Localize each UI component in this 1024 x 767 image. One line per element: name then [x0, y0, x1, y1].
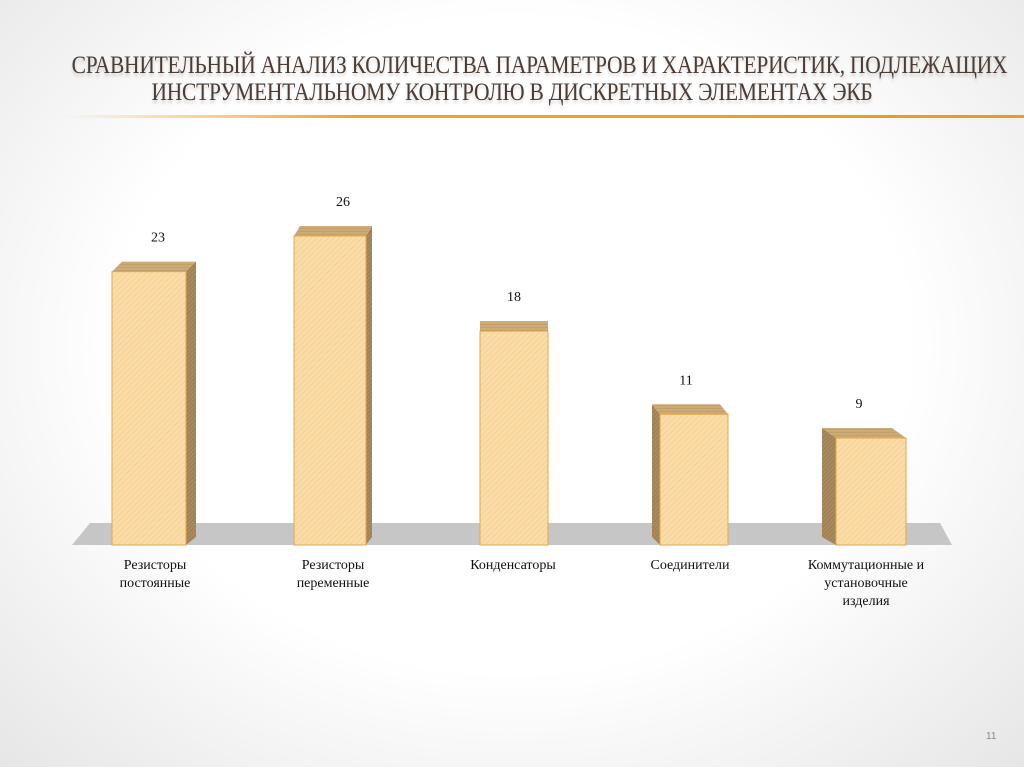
- bar-4: 11: [652, 373, 729, 546]
- category-label-line: постоянные: [119, 576, 191, 591]
- category-label-line: Резисторы: [123, 558, 187, 573]
- bar-top-face: [112, 261, 196, 272]
- title-line-2: ИНСТРУМЕНТАЛЬНОМУ КОНТРОЛЮ В ДИСКРЕТНЫХ …: [151, 79, 873, 106]
- bar-5: 9: [822, 397, 907, 546]
- bar-side-face: [822, 428, 836, 545]
- category-label: Резисторы постоянные: [65, 557, 245, 593]
- bar-top-face: [652, 404, 728, 415]
- bar-top-face: [294, 226, 372, 236]
- bars-group: 23 26 18 11 9: [111, 195, 907, 546]
- bar-side-face: [186, 261, 196, 545]
- category-label-line: Резисторы: [301, 558, 365, 573]
- category-label-line: Соединители: [650, 558, 730, 573]
- bar-3: 18: [479, 290, 549, 546]
- title-line-1: СРАВНИТЕЛЬНЫЙ АНАЛИЗ КОЛИЧЕСТВА ПАРАМЕТР…: [71, 52, 1008, 79]
- bar-2: 26: [293, 195, 372, 546]
- category-label-line: переменные: [296, 576, 370, 591]
- bar-1: 23: [111, 231, 196, 546]
- bar-side-face: [652, 404, 660, 545]
- bar-front-face: [835, 437, 907, 546]
- category-label: Коммутационные и установочные изделия: [776, 557, 956, 611]
- page-number: 11: [986, 731, 997, 742]
- category-label: Конденсаторы: [423, 557, 603, 575]
- category-label: Соединители: [600, 557, 780, 575]
- bar-front-face: [659, 413, 729, 546]
- value-label: 26: [336, 195, 350, 210]
- slide-title: СРАВНИТЕЛЬНЫЙ АНАЛИЗ КОЛИЧЕСТВА ПАРАМЕТР…: [71, 52, 1008, 106]
- category-label-line: установочные: [824, 576, 908, 591]
- bar-top-face: [480, 321, 548, 332]
- value-label: 9: [856, 397, 863, 412]
- value-label: 23: [151, 231, 165, 246]
- bar-side-face: [366, 226, 372, 545]
- bar-front-face: [111, 271, 187, 546]
- category-label-line: изделия: [842, 594, 890, 609]
- category-label-line: Коммутационные и: [807, 558, 925, 573]
- bar-top-face: [822, 428, 906, 439]
- category-label-line: Конденсаторы: [470, 558, 556, 573]
- title-underline: [62, 115, 1024, 118]
- value-label: 18: [507, 290, 521, 305]
- value-label: 11: [679, 373, 692, 388]
- bar-front-face: [293, 235, 367, 546]
- bar-front-face: [479, 330, 549, 546]
- category-label: Резисторы переменные: [243, 557, 423, 593]
